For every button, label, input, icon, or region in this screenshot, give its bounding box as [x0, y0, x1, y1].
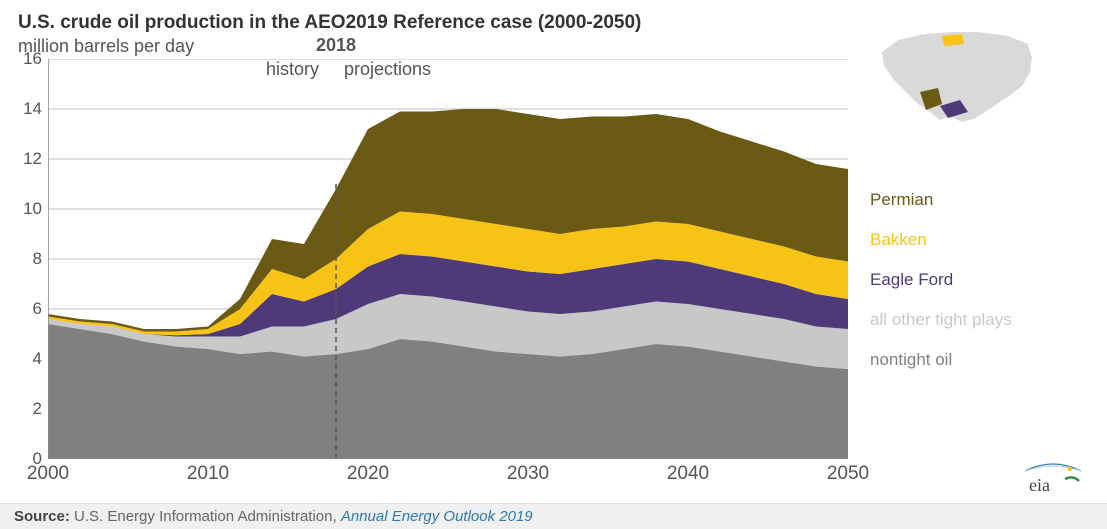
svg-text:eia: eia	[1029, 475, 1050, 495]
y-tick: 6	[33, 299, 48, 319]
label-projections: projections	[344, 59, 431, 80]
y-tick: 16	[23, 49, 48, 69]
legend-other: all other tight plays	[870, 310, 1070, 330]
y-tick: 12	[23, 149, 48, 169]
eia-logo: eia	[1023, 463, 1083, 497]
x-tick: 2030	[507, 459, 549, 485]
y-tick: 2	[33, 399, 48, 419]
y-tick: 10	[23, 199, 48, 219]
y-tick: 8	[33, 249, 48, 269]
y-tick: 14	[23, 99, 48, 119]
x-tick: 2040	[667, 459, 709, 485]
legend-bakken: Bakken	[870, 230, 1070, 250]
x-tick: 2010	[187, 459, 229, 485]
chart-area: 0246810121416 200020102020203020402050 2…	[48, 59, 848, 459]
x-tick: 2050	[827, 459, 869, 485]
divider-year-label: 2018	[316, 35, 356, 56]
legend-permian: Permian	[870, 190, 1070, 210]
x-tick: 2000	[27, 459, 69, 485]
source-label: Source:	[14, 508, 70, 525]
source-link[interactable]: Annual Energy Outlook 2019	[341, 508, 533, 525]
label-history: history	[266, 59, 319, 80]
legend: Permian Bakken Eagle Ford all other tigh…	[870, 190, 1070, 390]
x-tick: 2020	[347, 459, 389, 485]
legend-nontight: nontight oil	[870, 350, 1070, 370]
legend-eagleford: Eagle Ford	[870, 270, 1070, 290]
us-map-inset	[870, 22, 1040, 132]
source-footer: Source: U.S. Energy Information Administ…	[0, 503, 1107, 529]
source-text: U.S. Energy Information Administration,	[74, 508, 337, 525]
stacked-area-chart	[48, 59, 848, 459]
y-tick: 4	[33, 349, 48, 369]
